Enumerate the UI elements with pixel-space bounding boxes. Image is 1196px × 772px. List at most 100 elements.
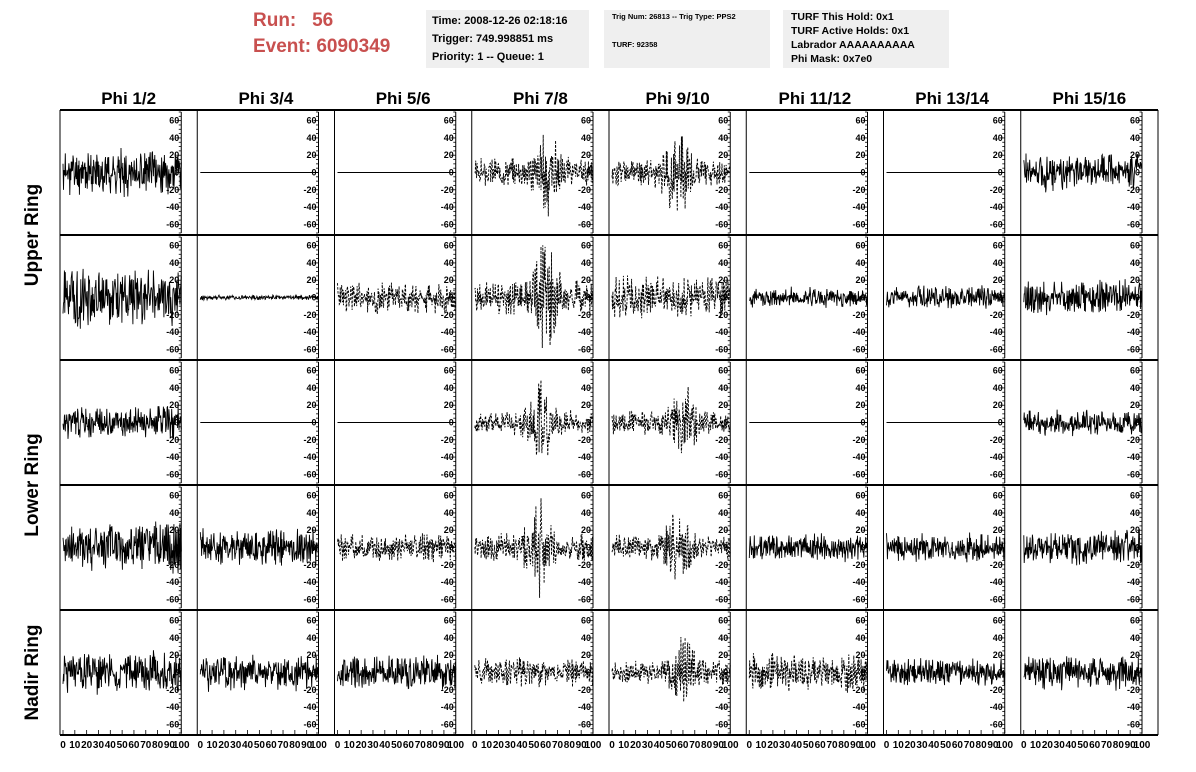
y-tick-label: 60 — [855, 116, 865, 126]
y-tick-label: 60 — [581, 116, 591, 126]
y-tick-label: 60 — [718, 616, 728, 626]
x-tick-label: 70 — [689, 740, 701, 751]
y-tick-label: -60 — [1127, 469, 1140, 479]
time-trigger-box: Time: 2008-12-26 02:18:16 Trigger: 749.9… — [426, 10, 589, 68]
y-tick-label: -20 — [715, 185, 728, 195]
y-tick-label: 40 — [1130, 258, 1140, 268]
column-header-5: Phi 9/10 — [645, 89, 709, 108]
y-tick-label: 40 — [581, 133, 591, 143]
y-tick-label: 20 — [306, 650, 316, 660]
y-tick-label: 60 — [444, 616, 454, 626]
x-tick-label: 80 — [564, 740, 576, 751]
y-tick-label: 40 — [1130, 133, 1140, 143]
y-tick-label: 20 — [444, 525, 454, 535]
y-tick-label: -40 — [441, 452, 454, 462]
y-tick-label: -20 — [441, 185, 454, 195]
y-tick-label: -20 — [578, 560, 591, 570]
x-tick-label: 50 — [117, 740, 129, 751]
y-tick-label: 0 — [174, 418, 179, 428]
x-tick-label: 0 — [746, 740, 752, 751]
y-tick-label: -60 — [990, 469, 1003, 479]
waveform-r3-c4 — [474, 380, 594, 456]
priority-text: Priority: 1 -- Queue: 1 — [432, 51, 544, 63]
y-tick-label: -60 — [441, 344, 454, 354]
y-tick-label: -20 — [441, 435, 454, 445]
y-tick-label: 20 — [1130, 650, 1140, 660]
waveform-r5-c6 — [748, 652, 868, 693]
y-tick-label: -60 — [166, 594, 179, 604]
y-tick-label: 20 — [1130, 400, 1140, 410]
y-tick-label: -40 — [303, 577, 316, 587]
waveform-r5-c8 — [1023, 656, 1143, 691]
x-tick-label: 20 — [218, 740, 230, 751]
x-tick-label: 90 — [164, 740, 176, 751]
x-tick-label: 40 — [105, 740, 117, 751]
waveform-r5-c7 — [886, 658, 1006, 686]
event-label: Event: — [253, 36, 312, 57]
y-tick-label: -60 — [303, 344, 316, 354]
x-tick-label: 100 — [447, 740, 464, 751]
x-tick-label: 80 — [289, 740, 301, 751]
y-tick-label: 40 — [855, 508, 865, 518]
y-tick-label: 40 — [993, 633, 1003, 643]
y-tick-label: 20 — [306, 275, 316, 285]
x-tick-label: 20 — [81, 740, 93, 751]
x-tick-label: 40 — [516, 740, 528, 751]
x-tick-label: 50 — [940, 740, 952, 751]
y-tick-label: -60 — [303, 469, 316, 479]
y-tick-label: -40 — [990, 452, 1003, 462]
y-tick-label: 60 — [993, 241, 1003, 251]
x-tick-label: 100 — [859, 740, 876, 751]
x-tick-label: 60 — [540, 740, 552, 751]
y-tick-label: 60 — [306, 616, 316, 626]
x-tick-label: 10 — [481, 740, 493, 751]
y-tick-label: 40 — [169, 383, 179, 393]
x-tick-label: 70 — [277, 740, 289, 751]
y-tick-label: -20 — [852, 435, 865, 445]
x-tick-label: 0 — [884, 740, 890, 751]
trig-num-text: Trig Num: 26813 -- Trig Type: PPS2 — [612, 12, 736, 21]
run-label: Run: — [253, 10, 297, 31]
x-tick-label: 10 — [756, 740, 768, 751]
waveform-r2-c6 — [749, 286, 868, 308]
run-event-block: Run: 56 Event: 6090349 — [253, 8, 390, 60]
x-tick-label: 30 — [93, 740, 105, 751]
y-tick-label: -20 — [1127, 435, 1140, 445]
y-tick-label: 60 — [1130, 366, 1140, 376]
y-tick-label: -20 — [578, 685, 591, 695]
x-tick-label: 20 — [630, 740, 642, 751]
run-line: Run: 56 — [253, 8, 390, 34]
y-tick-label: 40 — [1130, 383, 1140, 393]
y-tick-label: 20 — [855, 525, 865, 535]
y-tick-label: -40 — [578, 702, 591, 712]
x-tick-label: 50 — [254, 740, 266, 751]
y-tick-label: 60 — [718, 491, 728, 501]
y-tick-label: -20 — [852, 685, 865, 695]
y-tick-label: -40 — [166, 452, 179, 462]
y-tick-label: 40 — [581, 508, 591, 518]
y-tick-label: -60 — [578, 594, 591, 604]
x-tick-label: 10 — [69, 740, 81, 751]
y-tick-label: -20 — [715, 685, 728, 695]
run-value: 56 — [312, 10, 334, 31]
y-tick-label: -40 — [166, 702, 179, 712]
y-tick-label: 60 — [855, 366, 865, 376]
waveform-r4-c6 — [748, 533, 868, 563]
waveform-r2-c7 — [886, 285, 1006, 309]
y-tick-label: 0 — [449, 543, 454, 553]
y-tick-label: 20 — [993, 400, 1003, 410]
trig-num-box: Trig Num: 26813 -- Trig Type: PPS2 TURF:… — [604, 10, 770, 68]
x-tick-label: 0 — [197, 740, 203, 751]
y-tick-label: 20 — [444, 275, 454, 285]
y-tick-label: 20 — [718, 650, 728, 660]
x-tick-label: 40 — [242, 740, 254, 751]
y-tick-label: 60 — [993, 366, 1003, 376]
y-tick-label: -60 — [303, 219, 316, 229]
y-tick-label: 60 — [1130, 241, 1140, 251]
y-tick-label: -60 — [166, 219, 179, 229]
waveform-r3-c1 — [62, 406, 182, 440]
y-tick-label: -60 — [715, 219, 728, 229]
y-tick-label: 0 — [1135, 418, 1140, 428]
y-tick-label: 40 — [306, 633, 316, 643]
y-tick-label: -60 — [852, 469, 865, 479]
